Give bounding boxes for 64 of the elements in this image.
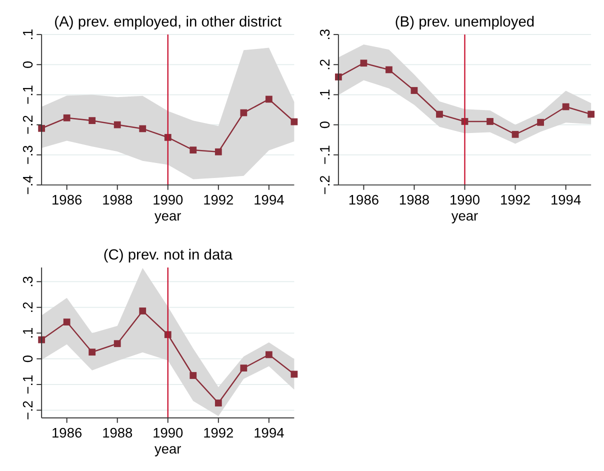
y-tick-label: 0 (20, 60, 36, 68)
point (266, 96, 272, 103)
x-tick-label: 1988 (398, 192, 430, 208)
x-tick-label: 1992 (203, 426, 234, 441)
y-tick-label: −.2 (20, 400, 36, 420)
y-tick-label: −.2 (318, 175, 333, 195)
x-tick-label: 1990 (152, 192, 184, 208)
x-axis-title: year (154, 441, 182, 456)
point (512, 130, 519, 138)
point (436, 110, 443, 118)
chart-title: (B) prev. unemployed (394, 14, 535, 31)
point (88, 348, 96, 356)
point (537, 118, 544, 126)
point (139, 308, 146, 314)
point (486, 118, 494, 125)
y-tick-label: .3 (318, 28, 333, 40)
x-axis-title: year (154, 208, 182, 224)
point (240, 364, 248, 372)
y-tick-label: −.1 (20, 374, 36, 394)
x-tick-label: 1994 (550, 192, 582, 208)
y-tick-label: 0 (20, 354, 36, 363)
chart-title: (C) prev. not in data (103, 248, 234, 264)
y-tick-label: .2 (318, 58, 333, 70)
point (562, 103, 570, 110)
point (190, 146, 197, 154)
y-tick-label: .2 (20, 302, 36, 314)
y-tick-label: −.2 (20, 115, 36, 135)
x-tick-label: 1988 (102, 426, 134, 441)
x-tick-label: 1986 (52, 192, 82, 208)
x-axis-title: year (451, 208, 479, 224)
point (88, 117, 96, 124)
x-tick-label: 1994 (254, 192, 285, 208)
x-tick-label: 1992 (500, 192, 531, 208)
point (214, 148, 222, 156)
point (139, 125, 146, 132)
x-tick-label: 1992 (203, 192, 234, 208)
chart-title: (A) prev. employed, in other district (54, 14, 282, 31)
x-tick-label: 1988 (102, 192, 134, 208)
point (114, 340, 121, 348)
y-tick-label: .1 (20, 327, 36, 339)
y-tick-label: −.1 (318, 145, 333, 165)
x-tick-label: 1990 (449, 192, 480, 208)
point (114, 121, 121, 128)
x-tick-label: 1986 (348, 192, 380, 208)
point (266, 351, 272, 358)
y-tick-label: −.4 (20, 174, 36, 195)
x-tick-label: 1994 (254, 426, 285, 441)
point (386, 66, 392, 74)
x-tick-label: 1990 (152, 426, 184, 441)
point (360, 60, 368, 67)
y-tick-label: .1 (20, 28, 36, 40)
y-tick-label: .1 (318, 88, 333, 100)
y-tick-label: −.1 (20, 84, 36, 104)
point (410, 87, 418, 94)
y-tick-label: 0 (318, 120, 333, 129)
point (214, 400, 222, 406)
y-tick-label: .3 (20, 276, 36, 288)
point (588, 110, 595, 118)
point (240, 109, 248, 116)
point (63, 318, 70, 326)
point (63, 114, 70, 122)
y-tick-label: −.3 (20, 144, 36, 165)
x-tick-label: 1986 (52, 426, 82, 441)
point (190, 372, 197, 379)
